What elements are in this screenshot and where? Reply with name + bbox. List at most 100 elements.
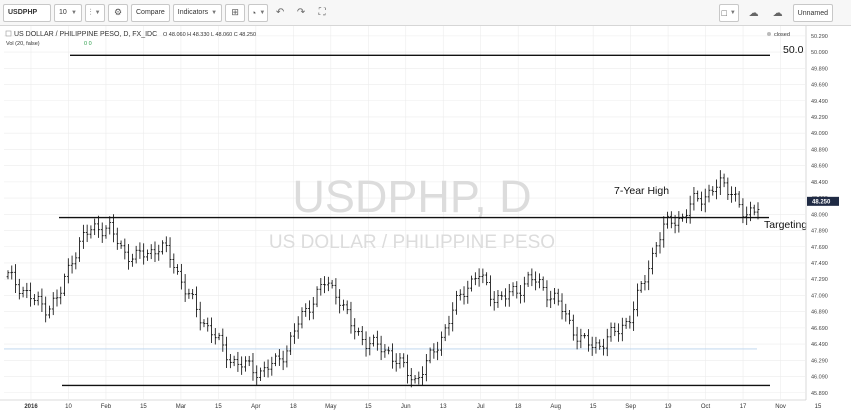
ohlc-bar [605, 328, 609, 357]
time-tick-label: Mar [176, 404, 186, 410]
ohlc-bar [383, 344, 387, 358]
cloud-load-button[interactable]: ☁ [769, 4, 787, 22]
ohlc-bar [375, 330, 379, 351]
ohlc-bar [428, 347, 432, 364]
ohlc-bar [70, 255, 74, 274]
indicators-button[interactable]: Indicators ▼ [172, 3, 223, 22]
price-tick-label: 48.890 [811, 147, 828, 153]
ohlc-bar [104, 225, 108, 239]
price-axis[interactable]: 50.290 50.090 49.890 49.690 49.490 49.290 49.0… [811, 34, 828, 397]
time-tick-label: Oct [701, 404, 711, 410]
ohlc-bar [485, 272, 489, 286]
alert-button[interactable]: ◔ ▼ [248, 3, 269, 22]
toolbar-right-group: □ ▼ ☁ ☁ Unnamed [718, 4, 833, 22]
price-tick-label: 49.290 [811, 115, 828, 121]
ohlc-bar [142, 243, 146, 265]
ohlc-bar [130, 253, 134, 267]
cloud-icon: ☁ [748, 7, 759, 19]
ohlc-bar [534, 271, 538, 291]
symbol-search-input[interactable]: USDPHP [3, 3, 51, 22]
ohlc-bar [115, 227, 119, 250]
ohlc-bar [51, 292, 55, 316]
ohlc-bar [538, 273, 541, 289]
price-tick-label: 46.690 [811, 326, 828, 332]
ohlc-bar [647, 260, 651, 291]
chart-area[interactable]: USDPHP, D US DOLLAR / PHILIPPINE PESO US… [0, 26, 851, 411]
fullscreen-button[interactable]: ⛶ [313, 4, 331, 22]
ohlc-bar [394, 353, 398, 372]
ohlc-bar [436, 341, 440, 361]
templates-button[interactable]: ⊞ [225, 3, 246, 22]
time-tick-label: Apr [251, 404, 260, 410]
bar-style-button[interactable]: ⫶ ▼ [85, 3, 105, 22]
ohlc-bar [651, 247, 654, 275]
time-tick-label: 18 [515, 404, 522, 410]
ohlc-bar [424, 354, 428, 382]
ohlc-bar [59, 286, 63, 305]
time-tick-label: 13 [440, 404, 447, 410]
ohlc-bar [553, 288, 556, 305]
ohlc-bar [127, 244, 131, 270]
template-icon: ⊞ [231, 7, 239, 17]
redo-button[interactable]: ↷ [292, 4, 310, 22]
legend-volume-values: 0 0 [84, 41, 92, 47]
ohlc-bar [711, 186, 715, 196]
chevron-down-icon: ▼ [71, 9, 77, 16]
ohlc-bar [541, 276, 545, 291]
price-tick-label: 50.090 [811, 50, 828, 56]
ohlc-bar [519, 285, 522, 304]
interval-select[interactable]: 10 ▼ [54, 3, 82, 22]
ohlc-bar [10, 265, 14, 280]
price-chart[interactable]: USDPHP, D US DOLLAR / PHILIPPINE PESO US… [0, 26, 851, 411]
ohlc-bar [225, 336, 228, 369]
ohlc-bar [379, 335, 383, 361]
ohlc-bar [466, 280, 470, 304]
settings-button[interactable]: ⚙ [108, 3, 128, 22]
layout-button[interactable]: □ ▼ [718, 4, 739, 22]
price-tick-label: 49.690 [811, 83, 828, 89]
ohlc-bar [504, 288, 507, 307]
time-tick-label: Aug [550, 404, 561, 410]
ohlc-bar [221, 328, 225, 352]
ohlc-bar [417, 371, 421, 385]
price-tick-label: 49.490 [811, 99, 828, 105]
ohlc-bar [489, 275, 492, 307]
ohlc-bar [587, 329, 590, 352]
ohlc-bar [620, 317, 624, 342]
ohlc-bar [146, 249, 149, 261]
ohlc-bar [334, 278, 338, 305]
ohlc-bar [496, 289, 500, 308]
ohlc-bar [568, 309, 571, 325]
price-tick-label: 46.490 [811, 342, 828, 348]
time-tick-label: Feb [101, 404, 112, 410]
ohlc-bar [296, 316, 300, 339]
candles-icon: ⫶ [89, 7, 92, 17]
legend-collapse-icon[interactable] [5, 30, 12, 37]
cloud-save-button[interactable]: ☁ [745, 4, 763, 22]
undo-button[interactable]: ↶ [271, 4, 289, 22]
ohlc-bar [236, 351, 240, 372]
layout-name-button[interactable]: Unnamed [792, 4, 833, 22]
ohlc-bar [526, 271, 530, 287]
compare-button[interactable]: Compare [131, 3, 170, 22]
fullscreen-icon: ⛶ [318, 7, 326, 18]
last-price-value: 48.250 [812, 199, 831, 205]
indicators-label: Indicators [177, 9, 209, 16]
ohlc-bar [293, 323, 296, 344]
ohlc-bar [654, 242, 658, 258]
chevron-down-icon: ▼ [94, 9, 101, 16]
ohlc-bar [289, 332, 293, 356]
ohlc-bar [55, 289, 59, 307]
ohlc-bar [515, 281, 519, 299]
ohlc-bar [300, 307, 304, 329]
ohlc-bar [473, 272, 477, 286]
ohlc-bar [613, 322, 617, 337]
ohlc-bar [598, 339, 602, 350]
ohlc-bar [492, 291, 496, 311]
ohlc-bar [391, 343, 394, 369]
ohlc-bar [669, 211, 673, 229]
ohlc-bar [168, 237, 172, 268]
ohlc-bar [477, 268, 481, 287]
ohlc-bar [635, 283, 639, 317]
time-axis[interactable]: 2016 10 Feb 15 Mar 15 Apr 18 May 15 Jun 13 Jul 18 Aug 1… [24, 404, 822, 410]
